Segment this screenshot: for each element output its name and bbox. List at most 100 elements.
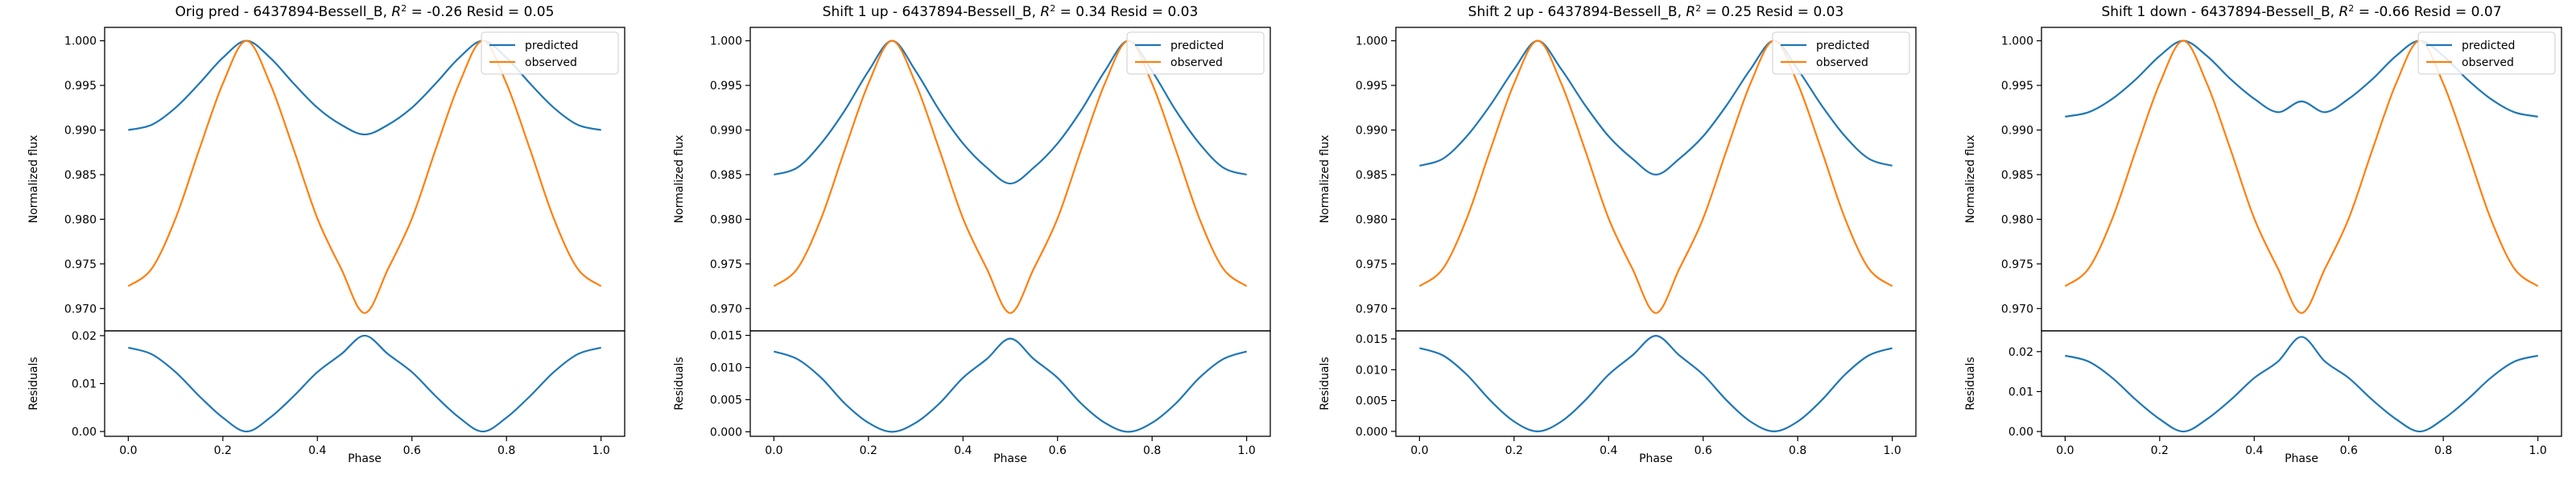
y-tick-label: 0.975 bbox=[2001, 258, 2033, 271]
x-tick-label: 0.8 bbox=[497, 444, 515, 457]
residual-tick-label: 0.00 bbox=[72, 426, 97, 439]
subplot-4: Shift 1 down - 6437894-Bessell_B, R2 = -… bbox=[1964, 3, 2562, 465]
legend-label-observed: observed bbox=[1816, 56, 1868, 69]
y-tick-label: 0.990 bbox=[710, 125, 742, 138]
y-tick-label: 0.975 bbox=[64, 258, 97, 271]
y-tick-label: 0.970 bbox=[64, 303, 97, 316]
series-line-observed bbox=[773, 39, 1248, 314]
legend: predicted observed bbox=[2417, 31, 2556, 75]
residual-tick-label: 0.02 bbox=[72, 330, 97, 343]
y-tick-label: 0.990 bbox=[1356, 125, 1388, 138]
y-axis-label: Normalized flux bbox=[1964, 135, 1977, 224]
x-tick-label: 1.0 bbox=[1238, 444, 1256, 457]
residual-tick-label: 0.015 bbox=[710, 330, 742, 343]
x-tick-label: 0.0 bbox=[2056, 444, 2074, 457]
x-tick-label: 0.6 bbox=[1695, 444, 1712, 457]
y-tick-label: 0.995 bbox=[710, 80, 742, 93]
y-tick-label: 1.000 bbox=[2001, 35, 2033, 48]
residual-line bbox=[774, 337, 1247, 433]
y-tick-label: 0.985 bbox=[2001, 169, 2033, 182]
y-tick-label: 0.975 bbox=[1356, 258, 1388, 271]
residual-tick-label: 0.010 bbox=[710, 362, 742, 375]
x-axis-label: Phase bbox=[1639, 452, 1673, 465]
y-tick-label: 0.995 bbox=[64, 80, 97, 93]
x-tick-label: 0.0 bbox=[119, 444, 137, 457]
x-axis-label: Phase bbox=[993, 452, 1027, 465]
chart-title: Shift 1 up - 6437894-Bessell_B, R2 = 0.3… bbox=[823, 3, 1199, 20]
x-axis-label: Phase bbox=[2285, 452, 2318, 465]
x-tick-label: 0.2 bbox=[2151, 444, 2169, 457]
residual-tick-label: 0.000 bbox=[1356, 426, 1388, 439]
x-tick-label: 0.6 bbox=[403, 444, 421, 457]
legend-box bbox=[481, 31, 619, 75]
residual-axis-label: Residuals bbox=[1964, 357, 1977, 410]
y-tick-label: 1.000 bbox=[1356, 35, 1388, 48]
legend-label-predicted: predicted bbox=[1170, 39, 1224, 52]
residual-axis-label: Residuals bbox=[27, 357, 40, 410]
legend-box bbox=[2417, 31, 2556, 75]
y-tick-label: 0.980 bbox=[2001, 213, 2033, 226]
y-tick-label: 0.985 bbox=[710, 169, 742, 182]
residual-axis-label: Residuals bbox=[1319, 357, 1331, 410]
chart-title: Shift 2 up - 6437894-Bessell_B, R2 = 0.2… bbox=[1468, 3, 1844, 20]
series-line-predicted bbox=[1419, 39, 1893, 176]
series-line-observed bbox=[1418, 39, 1893, 314]
y-tick-label: 0.995 bbox=[2001, 80, 2033, 93]
y-tick-label: 0.975 bbox=[710, 258, 742, 271]
subplot-3: Shift 2 up - 6437894-Bessell_B, R2 = 0.2… bbox=[1319, 3, 1917, 465]
residual-tick-label: 0.010 bbox=[1356, 364, 1388, 377]
chart-title: Shift 1 down - 6437894-Bessell_B, R2 = -… bbox=[2101, 3, 2501, 20]
x-tick-label: 0.6 bbox=[1049, 444, 1067, 457]
x-tick-label: 0.2 bbox=[1505, 444, 1523, 457]
legend: predicted observed bbox=[1126, 31, 1265, 75]
residual-line bbox=[2065, 336, 2538, 433]
x-axis-label: Phase bbox=[348, 452, 382, 465]
x-tick-label: 1.0 bbox=[2529, 444, 2547, 457]
x-tick-label: 0.8 bbox=[1143, 444, 1161, 457]
y-tick-label: 1.000 bbox=[64, 35, 97, 48]
x-tick-label: 0.8 bbox=[1789, 444, 1806, 457]
series-line-predicted bbox=[128, 39, 601, 136]
x-tick-label: 0.0 bbox=[765, 444, 782, 457]
legend-label-predicted: predicted bbox=[525, 39, 578, 52]
x-tick-label: 0.4 bbox=[308, 444, 326, 457]
residual-tick-label: 0.01 bbox=[72, 378, 97, 391]
x-tick-label: 0.6 bbox=[2340, 444, 2358, 457]
series-line-observed bbox=[127, 39, 602, 314]
y-axis-label: Normalized flux bbox=[673, 135, 686, 224]
residual-tick-label: 0.005 bbox=[1356, 395, 1388, 408]
chart-title: Orig pred - 6437894-Bessell_B, R2 = -0.2… bbox=[175, 3, 555, 20]
x-tick-label: 0.2 bbox=[860, 444, 877, 457]
legend-label-observed: observed bbox=[2462, 56, 2514, 69]
x-tick-label: 0.2 bbox=[214, 444, 232, 457]
residual-tick-label: 0.015 bbox=[1356, 333, 1388, 346]
y-tick-label: 0.995 bbox=[1356, 80, 1388, 93]
subplot-2: Shift 1 up - 6437894-Bessell_B, R2 = 0.3… bbox=[673, 3, 1271, 465]
legend-label-observed: observed bbox=[1170, 56, 1223, 69]
y-tick-label: 0.980 bbox=[1356, 213, 1388, 226]
residual-tick-label: 0.01 bbox=[2008, 386, 2033, 398]
y-tick-label: 0.980 bbox=[64, 213, 97, 226]
x-tick-label: 0.0 bbox=[1410, 444, 1428, 457]
y-tick-label: 0.970 bbox=[2001, 303, 2033, 316]
y-tick-label: 0.985 bbox=[64, 169, 97, 182]
residual-axes-frame bbox=[1395, 330, 1917, 437]
residual-tick-label: 0.02 bbox=[2008, 346, 2033, 359]
residual-line bbox=[128, 334, 601, 433]
residual-tick-label: 0.00 bbox=[2008, 426, 2033, 439]
series-line-predicted bbox=[774, 39, 1247, 185]
x-tick-label: 1.0 bbox=[592, 444, 610, 457]
series-line-observed bbox=[2064, 39, 2539, 314]
x-tick-label: 0.8 bbox=[2434, 444, 2452, 457]
y-tick-label: 0.985 bbox=[1356, 169, 1388, 182]
y-tick-label: 0.970 bbox=[1356, 303, 1388, 316]
legend-label-predicted: predicted bbox=[2462, 39, 2515, 52]
residual-axes-frame bbox=[2041, 330, 2562, 437]
x-tick-label: 0.4 bbox=[1600, 444, 1617, 457]
x-tick-label: 1.0 bbox=[1884, 444, 1901, 457]
y-axis-label: Normalized flux bbox=[27, 135, 40, 224]
residual-line bbox=[1419, 335, 1893, 432]
y-axis-label: Normalized flux bbox=[1319, 135, 1331, 224]
residual-tick-label: 0.000 bbox=[710, 426, 742, 439]
